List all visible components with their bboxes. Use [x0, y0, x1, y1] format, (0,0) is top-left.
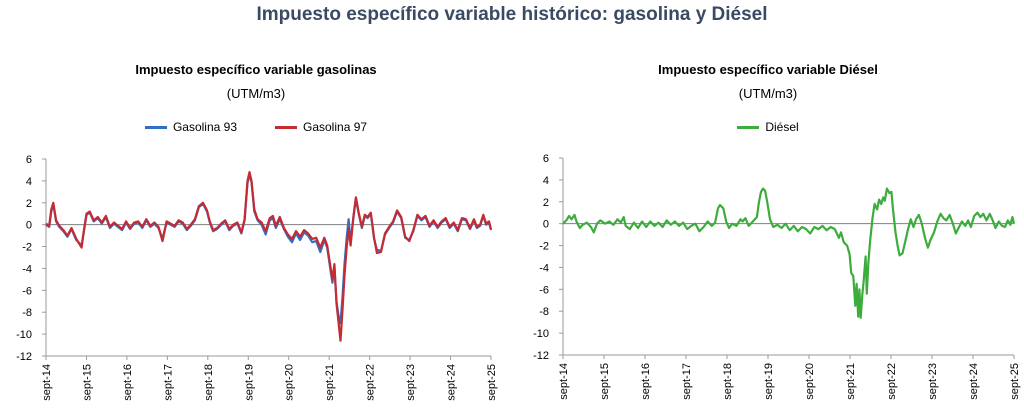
x-tick-label: sept-23 [405, 364, 417, 401]
legend-label-gasolina-97: Gasolina 97 [303, 120, 368, 134]
x-tick-label: sept-14 [558, 363, 570, 400]
y-tick-label: 0 [26, 220, 32, 232]
chart-panel-diesel: Impuesto específico variable Diésel (UTM… [512, 0, 1024, 414]
y-tick-label: 0 [543, 219, 549, 231]
x-tick-label: sept-21 [324, 364, 336, 401]
legend-item-diesel: Diésel [737, 120, 799, 134]
y-tick-label: -4 [539, 262, 549, 274]
y-tick-label: -2 [22, 242, 32, 254]
x-tick-label: sept-25 [486, 364, 498, 401]
x-tick-label: sept-16 [122, 364, 134, 401]
x-tick-label: sept-16 [640, 363, 652, 400]
chart-title-gasolinas: Impuesto específico variable gasolinas [135, 62, 377, 77]
x-tick-label: sept-25 [1009, 363, 1021, 400]
x-tick-label: sept-17 [681, 363, 693, 400]
y-tick-label: 4 [543, 175, 549, 187]
x-tick-label: sept-14 [41, 364, 53, 401]
y-tick-label: -6 [22, 285, 32, 297]
chart-subtitle-gasolinas: (UTM/m3) [226, 86, 286, 101]
legend-item-gasolina-97: Gasolina 97 [275, 120, 367, 134]
series-line-diésel [562, 187, 1016, 319]
y-tick-label: -8 [539, 306, 549, 318]
page-title: Impuesto específico variable histórico: … [256, 4, 768, 25]
x-tick-label: sept-19 [763, 363, 775, 400]
x-tick-label: sept-23 [927, 363, 939, 400]
legend-gasolinas: Gasolina 93 Gasolina 97 [0, 120, 512, 134]
x-tick-label: sept-22 [886, 363, 898, 400]
legend-label-diesel: Diésel [765, 120, 799, 134]
y-tick-label: 6 [26, 154, 32, 166]
chart-subtitle-diesel: (UTM/m3) [738, 86, 798, 101]
series-line-gasolina-97 [45, 171, 493, 342]
y-tick-label: -8 [22, 307, 32, 319]
chart-title-diesel: Impuesto específico variable Diésel [658, 62, 878, 77]
line-chart-gasolinas: -12 -10 -8 -6 -4 -2 0 2 4 6 sept-14 sept-15 sept-16 s… [16, 154, 498, 401]
chart-panel-gasolinas: Impuesto específico variable gasolinas (… [0, 62, 512, 401]
x-tick-label: sept-19 [243, 364, 255, 401]
y-tick-label: -10 [533, 328, 549, 340]
legend-swatch-gasolina-97 [275, 125, 297, 129]
x-tick-label: sept-18 [203, 364, 215, 401]
y-tick-label: 6 [543, 153, 549, 165]
y-tick-label: 2 [543, 197, 549, 209]
legend-swatch-diesel [737, 125, 760, 129]
legend-diesel: Diésel [512, 120, 1024, 134]
legend-swatch-gasolina-93 [144, 125, 167, 129]
line-chart-diesel: -12 -10 -8 -6 -4 -2 0 2 4 6 sept-14 sept-15 sept-16 s… [533, 153, 1021, 400]
y-tick-label: -10 [16, 329, 32, 341]
y-tick-label: -12 [16, 351, 32, 363]
x-tick-label: sept-22 [365, 364, 377, 401]
x-tick-label: sept-20 [284, 364, 296, 401]
x-tick-label: sept-20 [804, 363, 816, 400]
x-tick-label: sept-18 [722, 363, 734, 400]
y-tick-label: -6 [539, 284, 549, 296]
y-tick-label: -2 [539, 241, 549, 253]
legend-label-gasolina-93: Gasolina 93 [172, 120, 237, 134]
x-tick-label: sept-15 [81, 364, 93, 401]
y-tick-label: 2 [26, 198, 32, 210]
x-tick-label: sept-15 [599, 363, 611, 400]
y-tick-label: 4 [26, 176, 32, 188]
x-tick-label: sept-24 [968, 363, 980, 400]
x-tick-label: sept-17 [162, 364, 174, 401]
y-tick-label: -12 [533, 350, 549, 362]
x-tick-label: sept-21 [845, 363, 857, 400]
y-tick-label: -4 [22, 263, 32, 275]
x-tick-label: sept-24 [446, 364, 458, 401]
series-line-gasolina-93 [45, 173, 493, 325]
legend-item-gasolina-93: Gasolina 93 [144, 120, 237, 134]
